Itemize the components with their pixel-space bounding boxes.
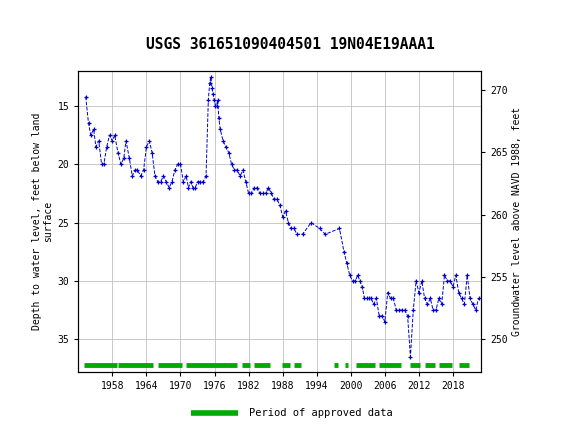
Text: USGS 361651090404501 19N04E19AAA1: USGS 361651090404501 19N04E19AAA1 [146,37,434,52]
Text: Period of approved data: Period of approved data [249,408,393,418]
Y-axis label: Depth to water level, feet below land
surface: Depth to water level, feet below land su… [32,113,53,330]
Y-axis label: Groundwater level above NAVD 1988, feet: Groundwater level above NAVD 1988, feet [512,107,522,336]
Text: USGS: USGS [49,8,104,26]
